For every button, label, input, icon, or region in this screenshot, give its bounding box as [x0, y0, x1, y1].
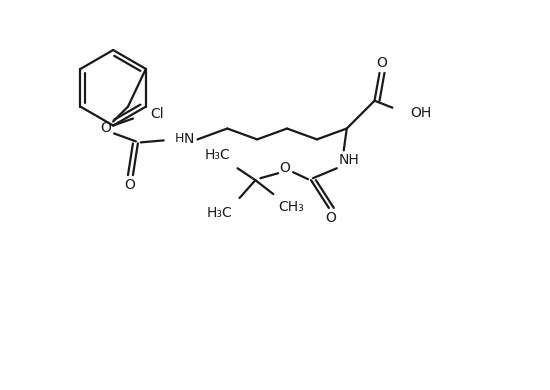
Text: OH: OH [410, 106, 432, 120]
Text: O: O [280, 161, 290, 175]
Text: O: O [376, 56, 387, 70]
Text: N: N [183, 132, 194, 146]
Text: O: O [326, 211, 336, 225]
Text: O: O [124, 178, 135, 192]
Text: H₃C: H₃C [205, 148, 230, 162]
Text: H₃C: H₃C [207, 206, 233, 220]
Text: Cl: Cl [150, 106, 163, 121]
Text: CH₃: CH₃ [278, 200, 304, 214]
Text: NH: NH [338, 153, 359, 167]
Text: H: H [175, 132, 184, 145]
Text: O: O [101, 121, 112, 135]
